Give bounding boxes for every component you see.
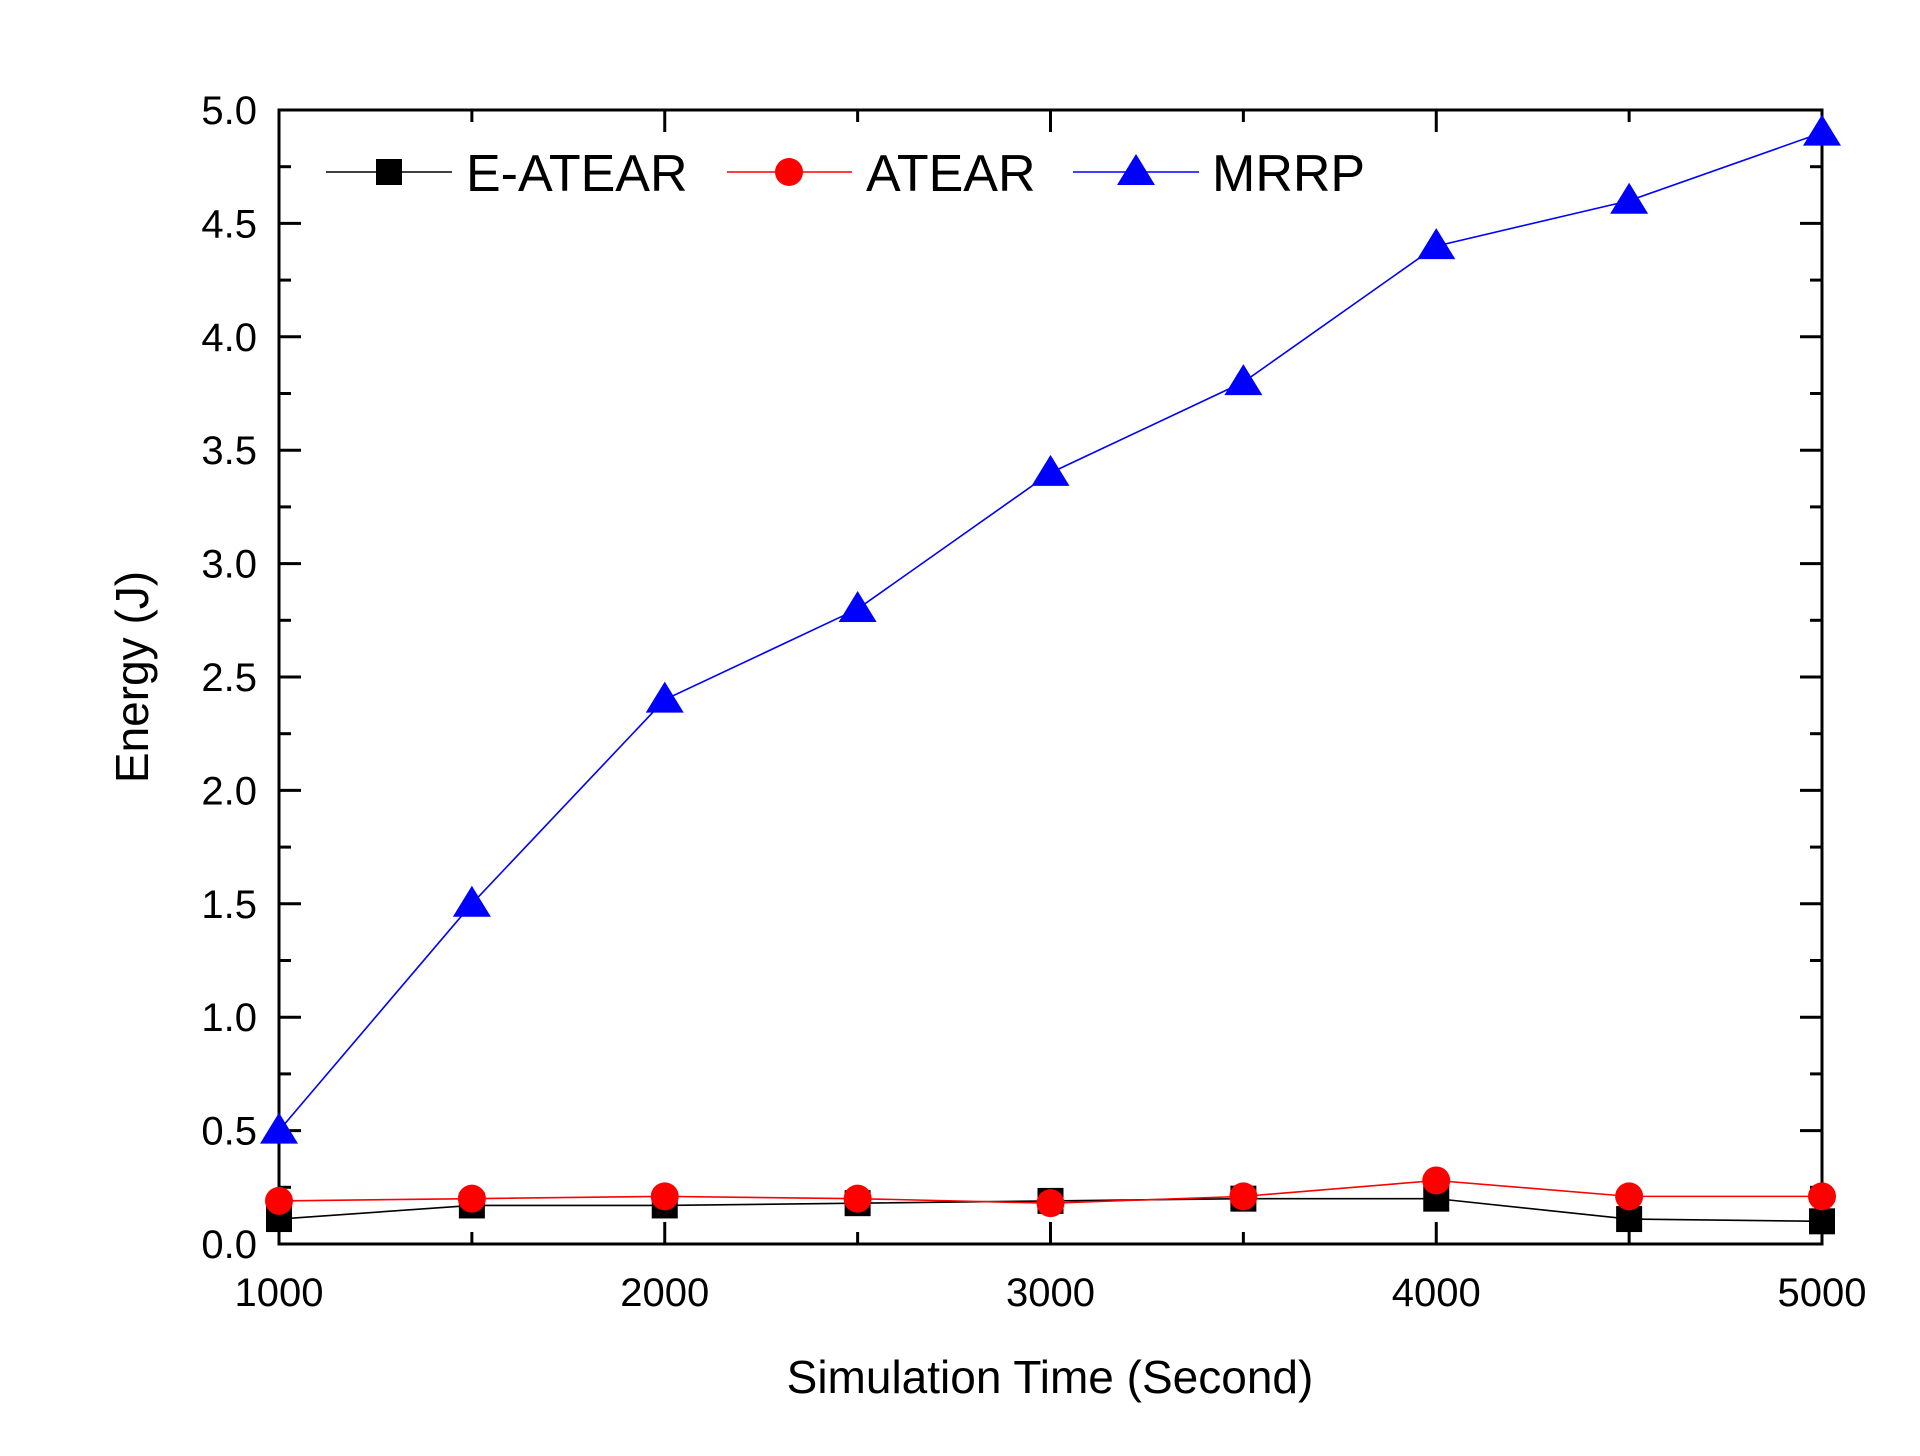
data-point-mrrp xyxy=(645,681,684,713)
axis-ticks xyxy=(277,108,1824,1246)
data-point-e-atear xyxy=(1616,1206,1643,1233)
y-tick-label: 1.0 xyxy=(201,996,257,1040)
y-axis-title: Energy (J) xyxy=(106,571,158,783)
data-point-atear xyxy=(457,1184,486,1213)
y-tick-label: 3.0 xyxy=(201,543,257,587)
x-tick-label: 2000 xyxy=(620,1271,709,1315)
data-point-mrrp xyxy=(1417,228,1456,260)
y-tick-label: 5.0 xyxy=(201,89,257,133)
x-tick-label: 4000 xyxy=(1392,1271,1481,1315)
legend-label-mrrp: MRRP xyxy=(1212,145,1365,203)
legend-marker-atear xyxy=(775,158,803,186)
x-tick-label: 3000 xyxy=(1006,1271,1095,1315)
y-tick-label: 1.5 xyxy=(201,883,257,927)
y-tick-label: 0.0 xyxy=(201,1223,257,1267)
series-markers xyxy=(260,114,1841,1235)
data-point-e-atear xyxy=(1809,1208,1835,1235)
y-tick-label: 0.5 xyxy=(201,1110,257,1154)
x-axis-title: Simulation Time (Second) xyxy=(787,1351,1314,1403)
data-point-mrrp xyxy=(1031,454,1070,486)
data-point-atear xyxy=(1808,1182,1836,1211)
data-point-mrrp xyxy=(1224,364,1263,396)
legend: E-ATEAR ATEAR MRRP xyxy=(326,145,1365,203)
y-tick-label: 2.0 xyxy=(201,769,257,813)
data-point-mrrp xyxy=(1610,182,1649,214)
legend-marker-e-atear xyxy=(376,159,402,185)
tick-labels: 1000 2000 3000 4000 5000 0.0 0.5 1.0 1.5 2.0 2.5 3.… xyxy=(201,89,1866,1315)
data-point-atear xyxy=(1615,1182,1644,1211)
y-tick-label: 2.5 xyxy=(201,656,257,700)
data-point-atear xyxy=(843,1184,872,1213)
y-tick-label: 3.5 xyxy=(201,429,257,473)
data-point-atear xyxy=(1036,1189,1065,1218)
y-tick-label: 4.5 xyxy=(201,202,257,246)
y-tick-label: 4.0 xyxy=(201,316,257,360)
plot-area xyxy=(277,108,1824,1246)
x-tick-label: 5000 xyxy=(1778,1271,1867,1315)
legend-marker-mrrp xyxy=(1117,154,1155,185)
legend-label-e-atear: E-ATEAR xyxy=(466,145,688,203)
legend-label-atear: ATEAR xyxy=(866,145,1036,203)
x-tick-label: 1000 xyxy=(235,1271,324,1315)
data-point-mrrp xyxy=(838,590,877,622)
data-point-atear xyxy=(650,1182,679,1211)
data-point-atear xyxy=(265,1186,293,1215)
data-point-mrrp xyxy=(1803,114,1841,146)
data-point-mrrp xyxy=(260,1112,298,1144)
data-point-atear xyxy=(1229,1182,1258,1211)
data-point-atear xyxy=(1422,1166,1451,1195)
data-point-mrrp xyxy=(452,885,491,917)
